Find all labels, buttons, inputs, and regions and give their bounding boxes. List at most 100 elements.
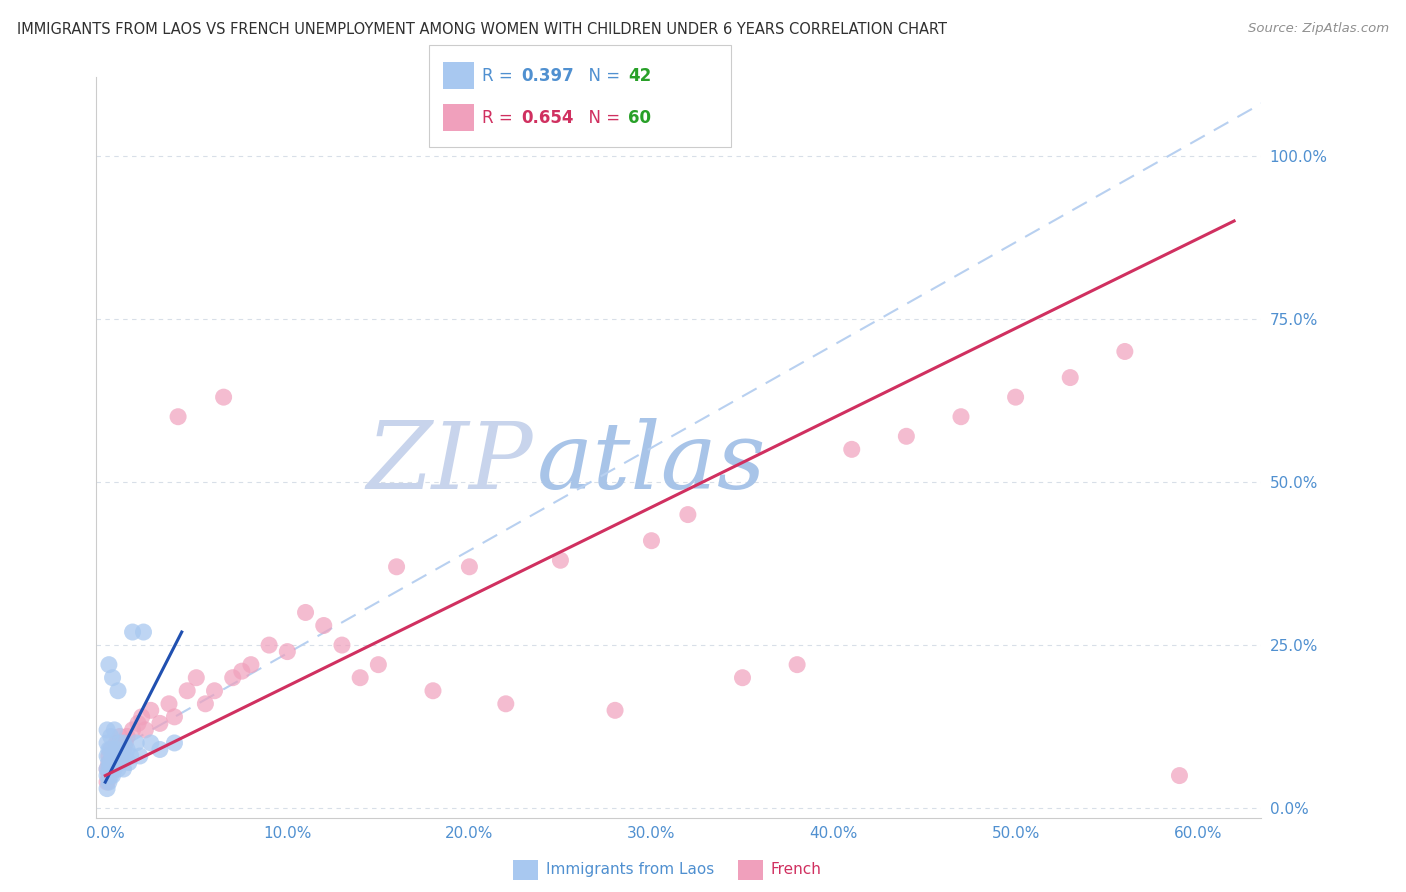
- Point: [731, 671, 754, 685]
- Point: [101, 768, 124, 782]
- Point: [841, 442, 863, 457]
- Point: [239, 657, 262, 672]
- Point: [103, 762, 125, 776]
- Point: [111, 749, 134, 764]
- Point: [114, 749, 136, 764]
- Point: [1004, 390, 1026, 404]
- Point: [118, 756, 141, 770]
- Point: [385, 559, 408, 574]
- Point: [112, 742, 135, 756]
- Point: [100, 756, 122, 770]
- Text: R =: R =: [482, 109, 519, 127]
- Point: [96, 762, 118, 776]
- Point: [1168, 768, 1191, 782]
- Point: [312, 618, 335, 632]
- Point: [125, 736, 148, 750]
- Point: [103, 756, 125, 770]
- Point: [111, 749, 134, 764]
- Point: [367, 657, 389, 672]
- Point: [139, 736, 162, 750]
- Text: Source: ZipAtlas.com: Source: ZipAtlas.com: [1249, 22, 1389, 36]
- Point: [176, 683, 198, 698]
- Point: [96, 781, 118, 796]
- Point: [107, 762, 129, 776]
- Point: [96, 723, 118, 737]
- Point: [97, 775, 120, 789]
- Point: [134, 723, 156, 737]
- Text: Immigrants from Laos: Immigrants from Laos: [546, 863, 714, 877]
- Point: [422, 683, 444, 698]
- Text: 0.397: 0.397: [522, 67, 575, 85]
- Point: [222, 671, 245, 685]
- Point: [96, 749, 118, 764]
- Point: [949, 409, 972, 424]
- Point: [163, 710, 186, 724]
- Text: French: French: [770, 863, 821, 877]
- Point: [167, 409, 190, 424]
- Point: [101, 749, 124, 764]
- Point: [149, 716, 172, 731]
- Point: [132, 625, 155, 640]
- Point: [121, 723, 143, 737]
- Point: [97, 742, 120, 756]
- Text: 42: 42: [628, 67, 652, 85]
- Text: N =: N =: [578, 109, 626, 127]
- Point: [204, 683, 226, 698]
- Text: 0.654: 0.654: [522, 109, 574, 127]
- Point: [127, 716, 149, 731]
- Point: [139, 703, 162, 717]
- Point: [349, 671, 371, 685]
- Point: [105, 749, 128, 764]
- Point: [97, 768, 120, 782]
- Point: [1059, 370, 1081, 384]
- Point: [128, 749, 150, 764]
- Point: [96, 775, 118, 789]
- Point: [112, 762, 135, 776]
- Point: [100, 742, 122, 756]
- Point: [97, 756, 120, 770]
- Point: [115, 742, 138, 756]
- Point: [108, 736, 131, 750]
- Point: [97, 762, 120, 776]
- Point: [186, 671, 208, 685]
- Point: [149, 742, 172, 756]
- Point: [194, 697, 217, 711]
- Point: [330, 638, 353, 652]
- Point: [108, 730, 131, 744]
- Point: [101, 762, 124, 776]
- Point: [105, 756, 128, 770]
- Point: [1114, 344, 1136, 359]
- Point: [640, 533, 662, 548]
- Point: [105, 742, 128, 756]
- Point: [163, 736, 186, 750]
- Point: [105, 736, 128, 750]
- Point: [100, 730, 122, 744]
- Text: ZIP: ZIP: [367, 417, 533, 508]
- Point: [131, 710, 153, 724]
- Point: [96, 762, 118, 776]
- Point: [112, 736, 135, 750]
- Point: [103, 723, 125, 737]
- Text: 60: 60: [628, 109, 651, 127]
- Point: [603, 703, 626, 717]
- Point: [896, 429, 918, 443]
- Point: [495, 697, 517, 711]
- Point: [550, 553, 572, 567]
- Point: [100, 756, 122, 770]
- Text: N =: N =: [578, 67, 626, 85]
- Point: [231, 664, 253, 678]
- Point: [96, 768, 118, 782]
- Point: [100, 742, 122, 756]
- Point: [157, 697, 180, 711]
- Point: [276, 645, 298, 659]
- Point: [676, 508, 699, 522]
- Point: [100, 762, 122, 776]
- Point: [97, 756, 120, 770]
- Point: [115, 730, 138, 744]
- Point: [100, 768, 122, 782]
- Point: [101, 671, 124, 685]
- Point: [108, 756, 131, 770]
- Point: [114, 736, 136, 750]
- Point: [120, 749, 142, 764]
- Point: [257, 638, 280, 652]
